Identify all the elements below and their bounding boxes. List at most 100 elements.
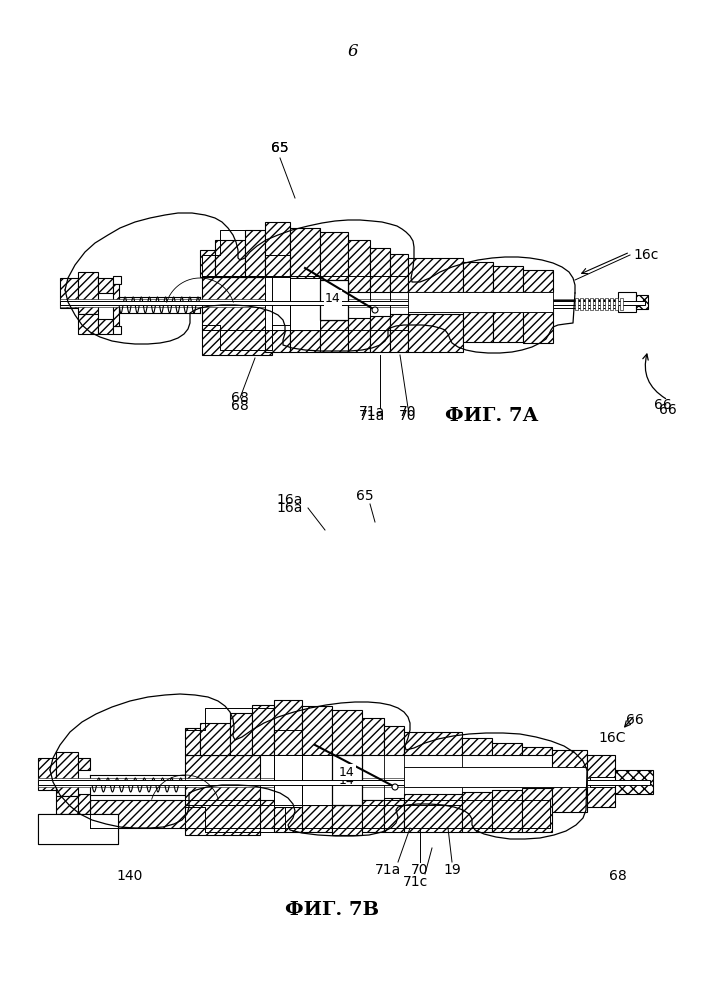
- Bar: [56, 796, 78, 814]
- Text: 19: 19: [443, 863, 461, 877]
- Bar: [615, 770, 653, 794]
- Bar: [462, 738, 492, 755]
- Bar: [587, 755, 615, 807]
- Text: ФИГ. 7А: ФИГ. 7А: [445, 407, 538, 425]
- Text: 65: 65: [271, 141, 289, 155]
- Bar: [463, 312, 493, 342]
- Text: 71a: 71a: [359, 409, 385, 423]
- Bar: [320, 320, 348, 352]
- Text: 16a: 16a: [277, 493, 303, 507]
- Bar: [462, 792, 492, 832]
- Bar: [620, 298, 623, 310]
- Bar: [90, 800, 550, 828]
- Bar: [595, 298, 598, 310]
- Bar: [463, 262, 493, 292]
- Bar: [38, 814, 118, 844]
- Bar: [408, 258, 463, 292]
- Bar: [215, 240, 245, 277]
- Bar: [348, 240, 370, 292]
- Circle shape: [392, 784, 398, 790]
- Bar: [404, 732, 462, 755]
- Bar: [362, 718, 384, 755]
- Bar: [493, 310, 523, 342]
- Bar: [113, 326, 121, 334]
- Bar: [362, 800, 384, 832]
- Bar: [302, 755, 332, 805]
- Bar: [390, 254, 408, 292]
- Text: 68: 68: [609, 869, 627, 883]
- Bar: [585, 298, 588, 310]
- Text: 140: 140: [116, 869, 143, 883]
- Text: 65: 65: [271, 141, 289, 155]
- Bar: [575, 298, 578, 310]
- Bar: [553, 300, 643, 308]
- Bar: [320, 280, 348, 320]
- Bar: [185, 728, 200, 755]
- Bar: [302, 706, 332, 755]
- Bar: [98, 319, 113, 334]
- Bar: [38, 780, 650, 785]
- Bar: [384, 798, 404, 832]
- Bar: [274, 755, 302, 807]
- Bar: [522, 747, 552, 755]
- Bar: [202, 277, 272, 355]
- Bar: [78, 272, 98, 314]
- Text: 68: 68: [231, 391, 249, 405]
- Bar: [332, 805, 362, 835]
- Bar: [492, 743, 522, 755]
- Bar: [605, 298, 608, 310]
- Bar: [290, 330, 320, 352]
- Bar: [56, 752, 78, 796]
- Bar: [78, 758, 90, 770]
- Text: 14: 14: [339, 774, 355, 786]
- Bar: [200, 723, 230, 755]
- Bar: [290, 228, 320, 278]
- Bar: [590, 777, 652, 787]
- Text: 71a: 71a: [375, 863, 401, 877]
- Text: 70: 70: [412, 863, 429, 877]
- Bar: [38, 758, 56, 790]
- Text: 14: 14: [325, 294, 341, 306]
- Bar: [245, 230, 265, 277]
- Bar: [523, 270, 553, 292]
- Bar: [332, 710, 362, 755]
- Bar: [590, 298, 593, 310]
- Bar: [370, 248, 390, 292]
- Bar: [320, 232, 348, 292]
- Bar: [252, 705, 274, 755]
- Bar: [265, 277, 290, 330]
- Text: 66: 66: [659, 403, 677, 417]
- Bar: [38, 814, 118, 844]
- Bar: [332, 755, 362, 805]
- Bar: [290, 278, 320, 330]
- Bar: [60, 299, 645, 307]
- Text: 66: 66: [654, 398, 672, 412]
- Bar: [522, 788, 552, 832]
- Text: 16C: 16C: [598, 731, 626, 745]
- Bar: [274, 700, 302, 755]
- Bar: [370, 316, 390, 352]
- Bar: [348, 318, 370, 352]
- Bar: [580, 298, 583, 310]
- Text: 70: 70: [400, 409, 417, 423]
- Text: ФИГ. 7В: ФИГ. 7В: [285, 901, 379, 919]
- Bar: [492, 790, 522, 832]
- Bar: [408, 314, 463, 352]
- Bar: [60, 278, 78, 308]
- Bar: [600, 298, 603, 310]
- Bar: [78, 314, 98, 334]
- Bar: [408, 292, 553, 312]
- Bar: [200, 250, 215, 277]
- Bar: [302, 805, 332, 832]
- Text: 71c: 71c: [402, 875, 428, 889]
- Bar: [98, 278, 113, 293]
- Bar: [404, 767, 587, 787]
- Circle shape: [372, 307, 378, 313]
- Bar: [265, 330, 290, 352]
- Bar: [113, 284, 119, 326]
- Bar: [523, 308, 553, 343]
- Bar: [78, 794, 90, 814]
- Bar: [493, 266, 523, 292]
- Text: 66: 66: [626, 713, 644, 727]
- Bar: [610, 298, 613, 310]
